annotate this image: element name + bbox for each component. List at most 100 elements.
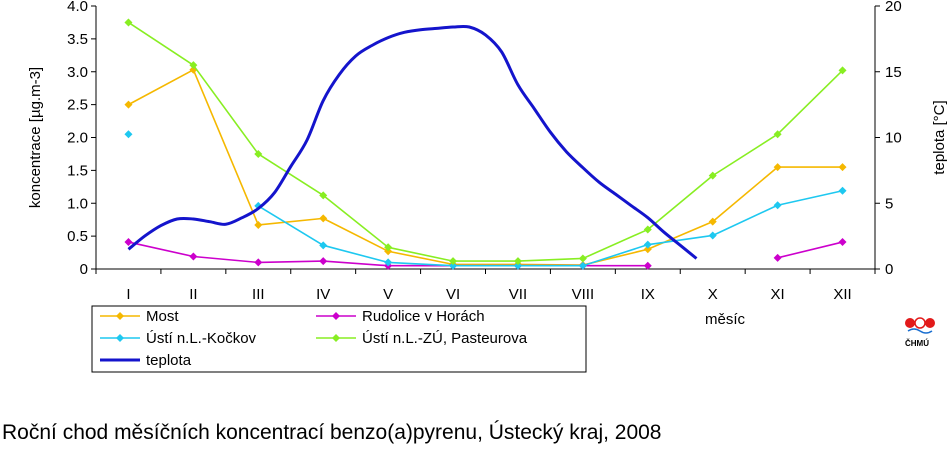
series-segment bbox=[128, 21, 194, 66]
data-point bbox=[254, 220, 263, 229]
data-point bbox=[838, 66, 847, 75]
plot-area bbox=[124, 18, 847, 270]
x-tick-label: VIII bbox=[572, 286, 595, 303]
y-left-tick-label: 3.5 bbox=[67, 31, 88, 48]
x-tick-label: IX bbox=[641, 286, 655, 303]
series-3 bbox=[124, 18, 847, 266]
series-segment bbox=[517, 257, 583, 262]
series-2 bbox=[124, 130, 847, 270]
series-segment bbox=[647, 175, 714, 231]
legend-swatch-marker bbox=[332, 334, 340, 342]
legend-label: Most bbox=[146, 308, 179, 325]
data-point bbox=[838, 163, 847, 172]
data-point bbox=[319, 191, 328, 200]
series-segment bbox=[128, 241, 194, 258]
series-segment bbox=[258, 260, 324, 264]
x-tick-label: II bbox=[189, 286, 197, 303]
data-point bbox=[319, 257, 328, 266]
legend-swatch-marker bbox=[116, 312, 124, 320]
data-point bbox=[643, 261, 652, 270]
chart-caption: Roční chod měsíčních koncentrací benzo(a… bbox=[2, 421, 662, 444]
data-point bbox=[643, 240, 652, 249]
series-segment bbox=[712, 166, 779, 223]
y-right-tick-label: 20 bbox=[885, 0, 902, 15]
data-point bbox=[773, 201, 782, 210]
data-point bbox=[254, 258, 263, 267]
legend: Most Rudolice v Horách Ústí n.L.-Kočkov Úst… bbox=[91, 305, 587, 373]
y-left-tick-label: 3.0 bbox=[67, 64, 88, 81]
legend-label: Ústí n.L.-Kočkov bbox=[146, 330, 257, 347]
series-segment bbox=[322, 217, 389, 252]
series-segment bbox=[777, 241, 843, 259]
legend-label: Ústí n.L.-ZÚ, Pasteurova bbox=[362, 330, 528, 347]
series-segment bbox=[647, 220, 714, 251]
series-segment bbox=[192, 69, 260, 226]
x-tick-label: XII bbox=[833, 286, 851, 303]
data-point bbox=[838, 186, 847, 195]
y-left-tick-label: 2.0 bbox=[67, 130, 88, 147]
series-segment bbox=[582, 228, 649, 260]
data-point bbox=[773, 130, 782, 139]
data-point bbox=[708, 217, 717, 226]
series-4 bbox=[127, 24, 698, 260]
data-point bbox=[449, 257, 458, 266]
series-segment bbox=[647, 234, 713, 246]
series-line-teplota bbox=[127, 24, 698, 260]
series-segment bbox=[257, 153, 324, 197]
series-segment bbox=[777, 69, 844, 135]
series-segment bbox=[323, 260, 389, 267]
data-point bbox=[773, 253, 782, 262]
x-tick-label: VII bbox=[509, 286, 527, 303]
data-point bbox=[708, 171, 717, 180]
y-left-tick-label: 1.0 bbox=[67, 195, 88, 212]
data-point bbox=[189, 252, 198, 261]
x-tick-label: X bbox=[708, 286, 718, 303]
series-segment bbox=[387, 250, 454, 266]
series-segment bbox=[712, 133, 779, 177]
data-point bbox=[384, 243, 393, 252]
data-point bbox=[319, 241, 328, 250]
x-tick-label: IV bbox=[316, 286, 330, 303]
data-point bbox=[124, 130, 133, 139]
data-point bbox=[708, 231, 717, 240]
series-segment bbox=[128, 69, 194, 106]
series-segment bbox=[323, 244, 389, 264]
series-segment bbox=[193, 255, 259, 264]
data-point bbox=[449, 261, 458, 270]
data-point bbox=[319, 214, 328, 223]
chmu-logo: ČHMÚ bbox=[905, 317, 935, 348]
y-right-tick-label: 15 bbox=[885, 64, 902, 81]
y-right-tick-label: 10 bbox=[885, 130, 902, 147]
series-segment bbox=[712, 204, 778, 237]
y-left-tick-label: 4.0 bbox=[67, 0, 88, 15]
series-segment bbox=[257, 205, 324, 247]
series-segment bbox=[192, 64, 259, 155]
data-point bbox=[643, 245, 652, 254]
data-point bbox=[189, 61, 198, 70]
data-point bbox=[643, 225, 652, 234]
y-axis-title-right: teplota [°C] bbox=[931, 100, 948, 174]
series-segment bbox=[387, 246, 454, 262]
data-point bbox=[384, 258, 393, 267]
legend-swatch-marker bbox=[116, 334, 124, 342]
legend-swatch-marker bbox=[332, 312, 340, 320]
logo-circle-right bbox=[925, 318, 935, 328]
data-point bbox=[124, 18, 133, 27]
data-point bbox=[254, 149, 263, 158]
data-point bbox=[124, 100, 133, 109]
data-point bbox=[124, 238, 133, 247]
data-point bbox=[578, 261, 587, 270]
y-axis-title-left: koncentrace [µg.m-3] bbox=[27, 67, 44, 208]
x-axis-title: měsíc bbox=[705, 311, 746, 328]
series-segment bbox=[258, 217, 324, 226]
logo-text: ČHMÚ bbox=[905, 339, 929, 348]
x-tick-label: III bbox=[252, 286, 265, 303]
logo-wave bbox=[907, 328, 933, 334]
legend-label: teplota bbox=[146, 352, 192, 369]
data-point bbox=[773, 163, 782, 172]
y-left-tick-label: 2.5 bbox=[67, 97, 88, 114]
series-segment bbox=[388, 261, 454, 267]
logo-circle-left bbox=[905, 318, 915, 328]
